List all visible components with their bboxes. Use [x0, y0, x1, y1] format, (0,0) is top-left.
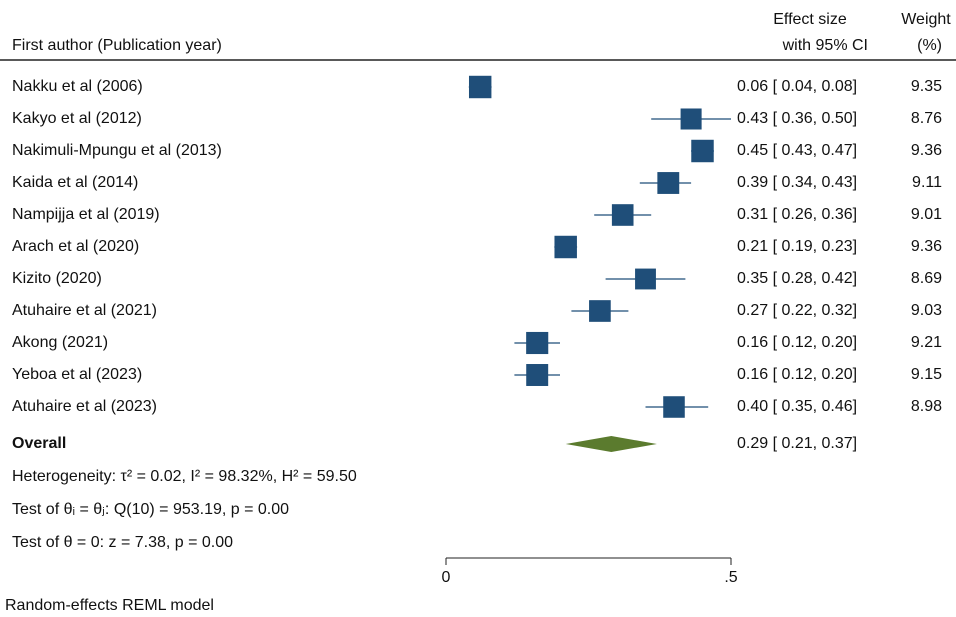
study-label: Arach et al (2020): [12, 238, 139, 255]
weight-label: 9.01: [911, 206, 942, 223]
study-label: Nakimuli-Mpungu et al (2013): [12, 142, 222, 159]
note: Heterogeneity: τ² = 0.02, I² = 98.32%, H…: [12, 468, 357, 485]
header: First author (Publication year): [12, 37, 222, 54]
study-marker: [680, 108, 702, 130]
study-label: Atuhaire et al (2023): [12, 398, 157, 415]
weight-label: 9.03: [911, 302, 942, 319]
study-marker: [554, 235, 577, 259]
x-tick-label: 0: [442, 569, 451, 586]
study-marker: [611, 204, 634, 226]
footnote: Random-effects REML model: [5, 597, 214, 614]
study-label: Akong (2021): [12, 334, 108, 351]
weight-label: 8.69: [911, 270, 942, 287]
effect-label: 0.31 [ 0.26, 0.36]: [737, 206, 857, 223]
study-marker: [691, 139, 714, 163]
note: Test of θᵢ = θⱼ: Q(10) = 953.19, p = 0.0…: [12, 501, 289, 518]
study-label: Yeboa et al (2023): [12, 366, 142, 383]
effect-label: 0.40 [ 0.35, 0.46]: [737, 398, 857, 415]
study-marker: [526, 364, 549, 386]
study-marker: [589, 300, 611, 322]
header: Weight: [901, 11, 951, 28]
weight-label: 9.21: [911, 334, 942, 351]
effect-label: 0.45 [ 0.43, 0.47]: [737, 142, 857, 159]
overall-diamond: [565, 436, 657, 452]
study-label: Nakku et al (2006): [12, 78, 143, 95]
study-marker: [657, 172, 680, 194]
weight-label: 9.35: [911, 78, 942, 95]
effect-label: 0.21 [ 0.19, 0.23]: [737, 238, 857, 255]
study-marker: [635, 268, 656, 290]
effect-label: 0.27 [ 0.22, 0.32]: [737, 302, 857, 319]
header: Effect size: [773, 11, 847, 28]
overall-effect-label: 0.29 [ 0.21, 0.37]: [737, 435, 857, 452]
effect-label: 0.43 [ 0.36, 0.50]: [737, 110, 857, 127]
header: with 95% CI: [782, 37, 868, 54]
study-marker: [526, 331, 549, 355]
effect-label: 0.35 [ 0.28, 0.42]: [737, 270, 857, 287]
weight-label: 8.76: [911, 110, 942, 127]
x-tick-label: .5: [724, 569, 737, 586]
weight-label: 9.36: [911, 238, 942, 255]
effect-label: 0.16 [ 0.12, 0.20]: [737, 334, 857, 351]
weight-label: 9.36: [911, 142, 942, 159]
study-label: Kaida et al (2014): [12, 174, 138, 191]
study-label: Kizito (2020): [12, 270, 102, 287]
weight-label: 9.11: [912, 174, 942, 191]
note: Test of θ = 0: z = 7.38, p = 0.00: [12, 534, 233, 551]
study-label: Nampijja et al (2019): [12, 206, 160, 223]
effect-label: 0.16 [ 0.12, 0.20]: [737, 366, 857, 383]
effect-label: 0.39 [ 0.34, 0.43]: [737, 174, 857, 191]
overall-label: Overall: [12, 435, 66, 452]
study-label: Kakyo et al (2012): [12, 110, 142, 127]
weight-label: 8.98: [911, 398, 942, 415]
study-label: Atuhaire et al (2021): [12, 302, 157, 319]
header: (%): [917, 37, 942, 54]
study-marker: [663, 396, 685, 418]
weight-label: 9.15: [911, 366, 942, 383]
effect-label: 0.06 [ 0.04, 0.08]: [737, 78, 857, 95]
study-marker: [468, 75, 492, 99]
